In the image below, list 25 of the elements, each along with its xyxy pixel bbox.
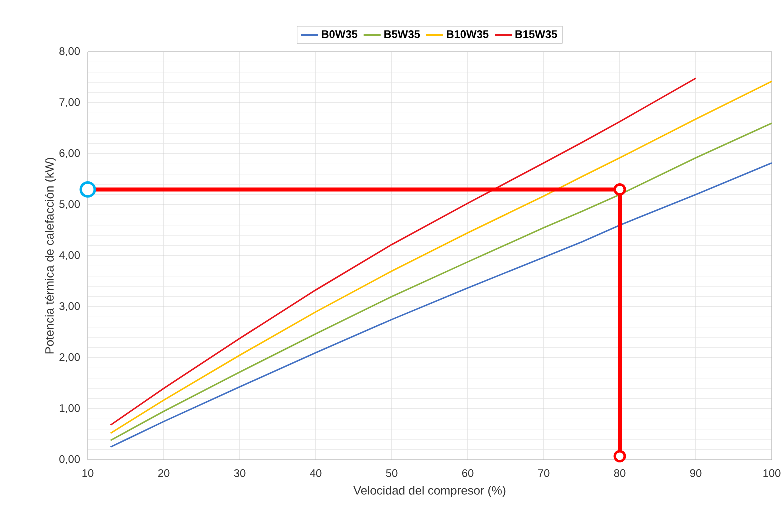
x-tick-label: 20 <box>158 470 170 478</box>
x-tick-label: 80 <box>614 470 626 478</box>
x-tick-label: 10 <box>82 470 94 478</box>
x-tick-label: 70 <box>538 470 550 478</box>
y-tick-label: 3,00 <box>60 302 80 312</box>
y-tick-label: 8,00 <box>60 47 80 57</box>
y-tick-label: 2,00 <box>60 353 80 363</box>
x-tick-label: 60 <box>462 470 474 478</box>
x-tick-label: 40 <box>310 470 322 478</box>
legend-label: B5W35 <box>384 30 420 38</box>
x-axis-title: Velocidad del compresor (%) <box>354 486 506 498</box>
y-tick-label: 6,00 <box>60 149 80 159</box>
y-tick-label: 0,00 <box>60 455 80 465</box>
x-tick-label: 50 <box>386 470 398 478</box>
y-tick-label: 4,00 <box>59 251 80 261</box>
x-tick-label: 100 <box>764 470 781 478</box>
x-tick-label: 30 <box>234 470 246 478</box>
legend-label: B15W35 <box>516 30 558 38</box>
x-tick-label: 90 <box>690 470 702 478</box>
legend-label: B0W35 <box>322 30 358 38</box>
y-tick-label: 7,00 <box>60 98 80 108</box>
y-tick-label: 5,00 <box>60 200 80 210</box>
y-tick-label: 1,00 <box>60 404 80 414</box>
y-axis-title: Potencia térmica de calefacción (kW) <box>45 158 56 354</box>
legend-label: B10W35 <box>447 30 489 38</box>
